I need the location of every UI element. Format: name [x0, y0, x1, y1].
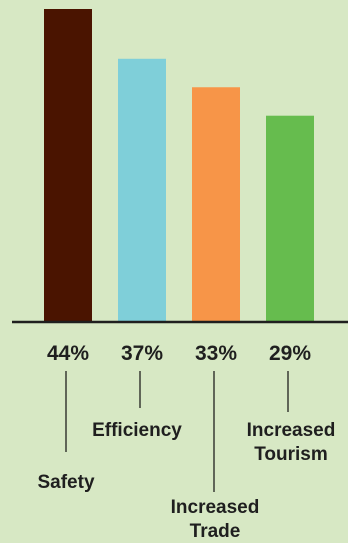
category-label-line: Tourism [254, 444, 328, 465]
value-label-safety: 44% [47, 342, 89, 365]
category-label-line: Increased [247, 420, 336, 441]
category-label-increased-trade: Increased Trade [171, 497, 260, 542]
value-label-increased-trade: 33% [195, 342, 237, 365]
labels-layer: 44% Safety 37% Efficiency 33% Increased Trade 2… [37, 342, 335, 542]
category-label-efficiency: Efficiency [92, 420, 182, 441]
bars-layer [44, 9, 314, 322]
category-label-increased-tourism: Increased Tourism [247, 420, 336, 465]
category-label-line: Increased [171, 497, 260, 518]
category-label-line: Trade [190, 521, 241, 542]
bar-increased-trade [192, 87, 240, 322]
bar-safety [44, 9, 92, 322]
category-label-line: Efficiency [92, 420, 182, 441]
bar-increased-tourism [266, 115, 314, 322]
bar-efficiency [118, 58, 166, 322]
category-label-safety: Safety [37, 472, 94, 493]
category-label-line: Safety [37, 472, 94, 493]
value-label-increased-tourism: 29% [269, 342, 311, 365]
value-label-efficiency: 37% [121, 342, 163, 365]
